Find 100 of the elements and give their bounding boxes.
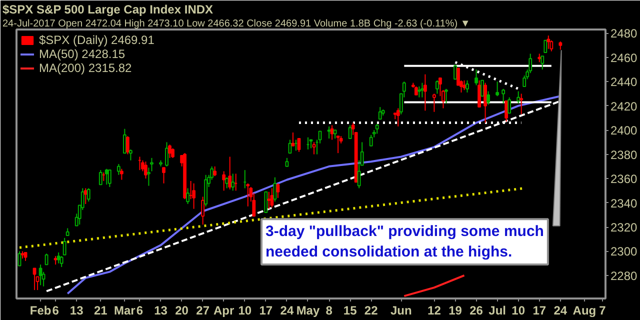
x-tick-label: 24 [280, 304, 294, 318]
x-tick-label: 8 [326, 304, 333, 318]
candlestick [336, 136, 340, 154]
candlestick [273, 176, 277, 202]
candlestick [423, 74, 427, 112]
candlestick [454, 64, 457, 80]
x-tick-label: 20 [175, 304, 189, 318]
candlestick [150, 157, 154, 172]
x-tick-label: Jun [390, 304, 412, 318]
candlestick [378, 106, 382, 120]
candlestick [504, 100, 508, 122]
candlestick [122, 128, 126, 154]
y-tick-label: 2480 [610, 26, 638, 41]
candlestick [466, 80, 469, 94]
candlestick [312, 142, 316, 155]
candlestick [98, 170, 102, 186]
candlestick [276, 182, 280, 198]
candlestick [213, 166, 217, 177]
candlestick [165, 142, 168, 167]
candlestick [444, 88, 448, 104]
candlestick [297, 138, 301, 152]
candlestick [520, 93, 524, 115]
legend-label: MA(50) 2428.15 [39, 47, 126, 61]
candlestick [62, 237, 66, 256]
candlestick [544, 40, 548, 54]
x-tick-label: 12 [428, 304, 442, 318]
x-tick-label: 10 [512, 304, 526, 318]
legend-label: MA(200) 2315.82 [39, 61, 132, 75]
y-tick-label: 2320 [610, 220, 638, 235]
x-tick-label: 17 [259, 304, 273, 318]
candlestick [192, 182, 196, 210]
candlestick [162, 167, 166, 184]
x-tick-label: Apr [214, 304, 235, 318]
y-tick-label: 2460 [610, 50, 638, 65]
candlestick [270, 188, 274, 208]
candlestick [480, 80, 484, 97]
y-tick-label: 2280 [610, 268, 638, 283]
annotation: 3-day "pullback" providing some much needed consolidation at the highs. [266, 223, 544, 260]
candlestick [32, 268, 36, 291]
candlestick [474, 68, 478, 86]
x-tick-label: Aug [572, 304, 596, 318]
candlestick [516, 90, 520, 104]
y-tick-label: 2400 [610, 124, 638, 138]
candlestick [44, 253, 48, 266]
x-tick-label: 24 [554, 304, 568, 318]
candlestick [462, 80, 466, 91]
candlestick [540, 56, 544, 70]
candlestick [108, 170, 112, 188]
candlestick [550, 40, 554, 52]
candlestick [417, 86, 421, 98]
candlestick [128, 148, 132, 161]
candlestick [369, 134, 373, 146]
candlestick [144, 161, 148, 180]
x-tick-label: 6 [136, 304, 144, 318]
candlestick [432, 93, 436, 112]
candlestick [186, 188, 190, 204]
candlestick [104, 168, 108, 186]
candlestick [60, 256, 64, 268]
x-tick-label: 22 [364, 304, 378, 318]
candlestick [228, 156, 232, 190]
candlestick [171, 148, 174, 158]
candlestick [375, 124, 379, 134]
chart-title: $SPX S&P 500 Large Cap Index INDX [2, 2, 214, 16]
candlestick [484, 82, 487, 124]
candlestick [486, 90, 490, 106]
candlestick [86, 188, 90, 202]
y-tick-label: 2440 [610, 75, 638, 90]
x-tick-label: Jul [488, 304, 506, 318]
candlestick [147, 167, 150, 186]
candlestick [348, 124, 352, 140]
y-tick-label: 2360 [610, 172, 638, 186]
y-tick-label: 2300 [610, 244, 638, 259]
legend-label: $SPX (Daily) 2469.91 [39, 33, 154, 47]
candlestick [291, 132, 295, 146]
candlestick [478, 80, 481, 108]
x-tick-label: Mar [114, 304, 136, 318]
candlestick [496, 81, 500, 97]
x-tick-label: 19 [448, 304, 462, 318]
candlestick [36, 276, 40, 291]
chart-subtitle: 24-Jul-2017 Open 2472.04 High 2473.10 Low 2466.32 Close 2469.91 Volume 1.8B Chg -2.63 (-0.11%) ▼ [2, 18, 470, 30]
candlestick [225, 176, 229, 189]
candlestick [120, 168, 124, 180]
candlestick [546, 35, 550, 50]
candlestick [222, 170, 226, 192]
x-tick-label: 15 [343, 304, 358, 318]
x-tick-label: 13 [70, 304, 84, 318]
candlestick [56, 252, 60, 264]
candlestick [246, 182, 250, 207]
x-tick-label: 7 [599, 304, 606, 318]
x-tick-label: Feb [30, 304, 52, 318]
candlestick [84, 188, 88, 204]
candlestick [168, 144, 172, 158]
y-tick-label: 2380 [610, 148, 638, 162]
candlestick [327, 126, 331, 140]
candlestick [502, 88, 506, 104]
candlestick [116, 164, 120, 176]
candlestick [396, 108, 400, 127]
candlestick [264, 191, 268, 213]
y-tick-label: 2340 [610, 196, 638, 210]
x-tick-label: 10 [238, 304, 252, 318]
